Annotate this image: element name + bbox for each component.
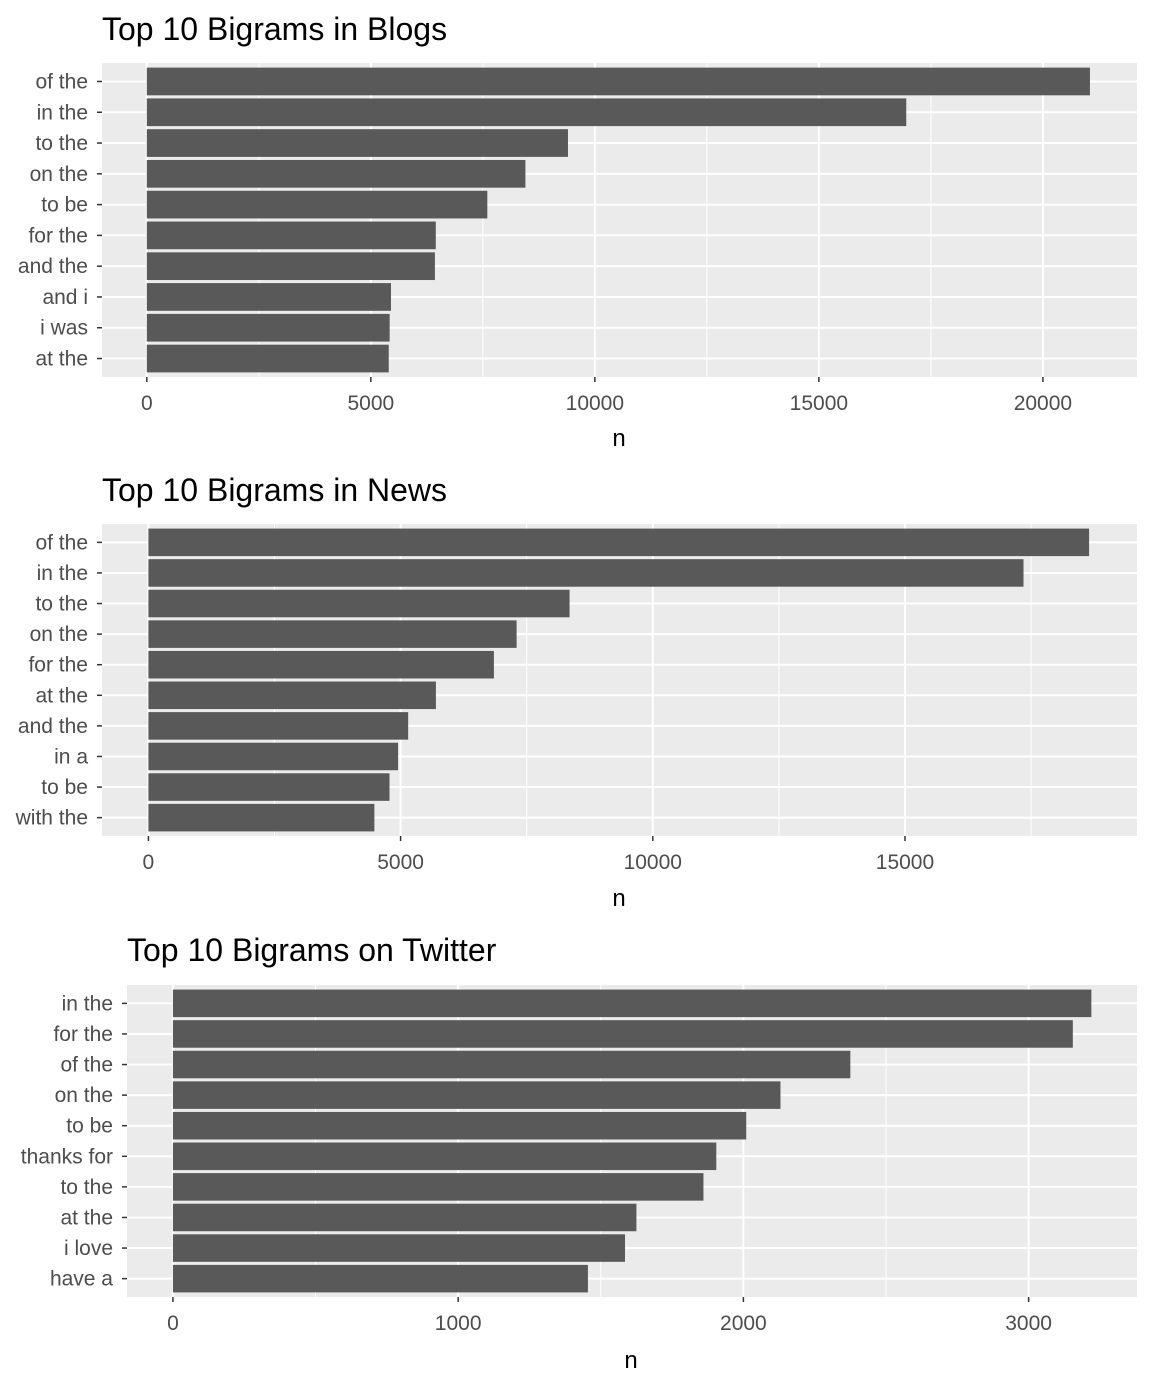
category-label: on the <box>30 163 88 186</box>
chart-title: Top 10 Bigrams in News <box>102 472 447 508</box>
category-label: to the <box>35 132 88 155</box>
category-label: at the <box>35 348 88 371</box>
category-label: at the <box>60 1206 113 1229</box>
x-tick-label: 0 <box>167 1312 179 1335</box>
x-tick-label: 5000 <box>347 392 394 415</box>
bar-of-the <box>172 1050 851 1079</box>
bar-on-the <box>172 1081 781 1109</box>
category-label: of the <box>35 531 88 554</box>
bar-at-the <box>146 344 389 373</box>
x-tick-label: 0 <box>143 851 155 874</box>
x-tick-label: 15000 <box>876 851 934 874</box>
category-label: to be <box>41 776 88 799</box>
bar-for-the <box>148 650 494 679</box>
bar-to-be <box>148 773 390 801</box>
category-label: on the <box>55 1084 113 1107</box>
blogs-bigram-chart: Top 10 Bigrams in Blogs of the in the to t… <box>0 0 1152 460</box>
bar-in-a <box>148 742 399 771</box>
category-label: for the <box>53 1023 113 1046</box>
x-tick-label: 5000 <box>377 851 424 874</box>
twitter-chart-svg: Top 10 Bigrams on Twitter in the for the o… <box>21 932 1137 1374</box>
blogs-chart-svg: Top 10 Bigrams in Blogs of the in the to t… <box>18 11 1137 452</box>
category-label: to be <box>41 194 88 217</box>
category-label: of the <box>60 1054 113 1077</box>
bar-to-the <box>172 1173 704 1201</box>
bar-on-the <box>146 159 526 188</box>
category-label: i love <box>64 1237 113 1260</box>
bar-at-the <box>172 1203 637 1232</box>
bar-i-love <box>172 1234 626 1262</box>
category-label: with the <box>15 807 88 830</box>
bar-for-the <box>146 221 436 250</box>
category-label: have a <box>50 1268 113 1291</box>
x-axis-title: n <box>624 1347 637 1374</box>
twitter-bigram-chart: Top 10 Bigrams on Twitter in the for the o… <box>0 920 1152 1382</box>
bar-at-the <box>148 681 436 710</box>
x-tick-label: 0 <box>141 392 153 415</box>
x-tick-label: 3000 <box>1005 1312 1052 1335</box>
category-label: to be <box>66 1115 113 1138</box>
plot-area: of the in the to the on the for the at the and… <box>15 524 1137 874</box>
news-chart-svg: Top 10 Bigrams in News of the in the to th… <box>15 472 1137 912</box>
plot-area: in the for the of the on the to be thanks for… <box>21 985 1137 1335</box>
category-label: to the <box>35 593 88 616</box>
category-label: in the <box>37 562 88 585</box>
bar-on-the <box>148 620 517 648</box>
x-axis-title: n <box>612 425 625 452</box>
bar-in-the <box>172 989 1092 1018</box>
category-label: in the <box>37 101 88 124</box>
category-label: for the <box>28 224 88 247</box>
bar-in-the <box>146 98 907 127</box>
bar-thanks-for <box>172 1142 717 1171</box>
category-label: in a <box>54 745 88 768</box>
x-axis-title: n <box>612 885 625 912</box>
category-label: for the <box>28 654 88 677</box>
chart-title: Top 10 Bigrams on Twitter <box>127 932 497 968</box>
bar-i-was <box>146 313 390 342</box>
bar-and-i <box>146 283 391 311</box>
category-label: at the <box>35 684 88 707</box>
category-label: i was <box>40 317 88 340</box>
category-label: in the <box>62 992 113 1015</box>
bar-to-be <box>146 190 488 219</box>
category-label: on the <box>30 623 88 646</box>
bar-in-the <box>148 559 1024 587</box>
category-label: and i <box>42 286 88 309</box>
x-tick-label: 10000 <box>566 392 624 415</box>
news-bigram-chart: Top 10 Bigrams in News of the in the to th… <box>0 460 1152 920</box>
bar-have-a <box>172 1264 588 1293</box>
bar-of-the <box>146 67 1090 96</box>
bar-and-the <box>146 252 435 281</box>
bar-for-the <box>172 1020 1073 1048</box>
x-tick-label: 2000 <box>720 1312 767 1335</box>
category-label: to the <box>60 1176 113 1199</box>
bar-to-be <box>172 1111 747 1140</box>
x-tick-label: 1000 <box>435 1312 482 1335</box>
bar-of-the <box>148 528 1090 557</box>
bar-and-the <box>148 712 409 740</box>
category-label: of the <box>35 70 88 93</box>
category-label: and the <box>18 715 88 738</box>
bar-to-the <box>146 129 568 157</box>
category-label: thanks for <box>21 1145 113 1168</box>
bar-to-the <box>148 589 570 618</box>
chart-title: Top 10 Bigrams in Blogs <box>102 11 447 47</box>
x-tick-label: 15000 <box>790 392 848 415</box>
x-tick-label: 20000 <box>1014 392 1072 415</box>
category-label: and the <box>18 255 88 278</box>
plot-area: of the in the to the on the to be for the and … <box>18 63 1137 415</box>
bar-with-the <box>148 803 375 832</box>
x-tick-label: 10000 <box>624 851 682 874</box>
